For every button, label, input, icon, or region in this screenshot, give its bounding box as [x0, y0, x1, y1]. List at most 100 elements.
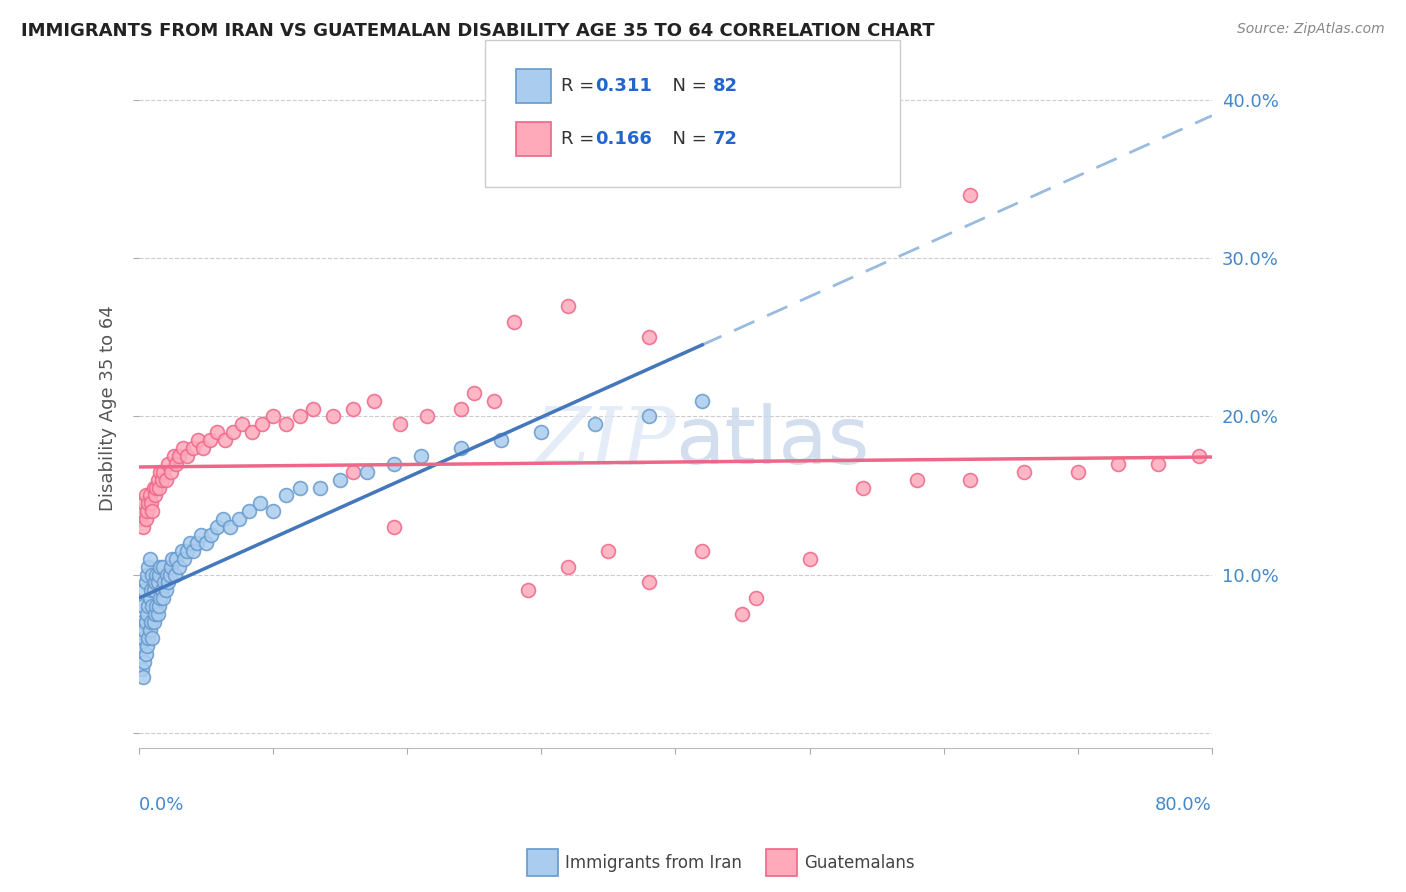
Point — [141, 504, 163, 518]
Point — [1067, 465, 1090, 479]
Text: ZIP: ZIP — [534, 404, 675, 482]
Point — [194, 536, 217, 550]
Point — [132, 520, 155, 534]
Point — [145, 599, 167, 614]
Point — [637, 575, 659, 590]
Point — [149, 559, 172, 574]
Point — [146, 607, 169, 621]
Point — [148, 481, 170, 495]
Point — [135, 512, 157, 526]
Point — [356, 465, 378, 479]
Point — [131, 615, 153, 629]
Text: Source: ZipAtlas.com: Source: ZipAtlas.com — [1237, 22, 1385, 37]
Point — [135, 488, 157, 502]
Point — [138, 488, 160, 502]
Point — [135, 647, 157, 661]
Point — [152, 465, 174, 479]
Point — [363, 393, 385, 408]
Point — [162, 551, 184, 566]
Point — [416, 409, 439, 424]
Text: 0.166: 0.166 — [595, 130, 651, 148]
Point — [329, 473, 352, 487]
Point — [249, 496, 271, 510]
Point — [276, 417, 298, 432]
Point — [135, 615, 157, 629]
Point — [136, 639, 159, 653]
Point — [142, 615, 165, 629]
Point — [238, 504, 260, 518]
Point — [484, 393, 506, 408]
Point — [145, 567, 167, 582]
Point — [637, 409, 659, 424]
Point — [136, 567, 159, 582]
Point — [690, 393, 713, 408]
Point — [176, 449, 198, 463]
Point — [143, 607, 166, 621]
Point — [149, 591, 172, 606]
Point — [302, 401, 325, 416]
Point — [138, 551, 160, 566]
Point — [231, 417, 253, 432]
Point — [165, 457, 187, 471]
Point — [382, 520, 405, 534]
Point — [503, 314, 526, 328]
Point — [450, 441, 472, 455]
Point — [141, 631, 163, 645]
Y-axis label: Disability Age 35 to 64: Disability Age 35 to 64 — [100, 306, 117, 511]
Point — [138, 591, 160, 606]
Point — [516, 583, 538, 598]
Point — [132, 599, 155, 614]
Point — [155, 583, 177, 598]
Point — [228, 512, 250, 526]
Point — [240, 425, 263, 440]
Point — [170, 544, 193, 558]
Point — [181, 441, 204, 455]
Point — [148, 567, 170, 582]
Point — [131, 662, 153, 676]
Point — [342, 401, 364, 416]
Point — [959, 473, 981, 487]
Point — [852, 481, 875, 495]
Point — [190, 528, 212, 542]
Text: Guatemalans: Guatemalans — [804, 854, 915, 871]
Point — [159, 567, 181, 582]
Point — [150, 473, 173, 487]
Point — [959, 188, 981, 202]
Point — [155, 473, 177, 487]
Point — [905, 473, 928, 487]
Point — [409, 449, 432, 463]
Point — [200, 528, 222, 542]
Point — [205, 425, 228, 440]
Text: N =: N = — [661, 130, 713, 148]
Point — [143, 488, 166, 502]
Point — [138, 623, 160, 637]
Point — [142, 481, 165, 495]
Point — [745, 591, 768, 606]
Text: 80.0%: 80.0% — [1156, 796, 1212, 814]
Point — [160, 559, 183, 574]
Point — [139, 615, 162, 629]
Point — [389, 417, 412, 432]
Point — [557, 299, 579, 313]
Point — [135, 575, 157, 590]
Point — [288, 409, 311, 424]
Text: R =: R = — [561, 130, 600, 148]
Point — [463, 385, 485, 400]
Point — [193, 441, 215, 455]
Point — [1215, 449, 1237, 463]
Point — [288, 481, 311, 495]
Point — [212, 512, 235, 526]
Point — [342, 465, 364, 479]
Point — [136, 559, 159, 574]
Point — [146, 473, 169, 487]
Point — [1012, 465, 1035, 479]
Point — [150, 583, 173, 598]
Point — [322, 409, 344, 424]
Text: Immigrants from Iran: Immigrants from Iran — [565, 854, 742, 871]
Point — [172, 441, 194, 455]
Point — [139, 583, 162, 598]
Point — [132, 631, 155, 645]
Point — [276, 488, 298, 502]
Point — [219, 520, 242, 534]
Point — [143, 575, 166, 590]
